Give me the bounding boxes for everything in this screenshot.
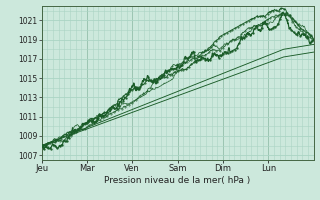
X-axis label: Pression niveau de la mer( hPa ): Pression niveau de la mer( hPa ) [104,176,251,185]
